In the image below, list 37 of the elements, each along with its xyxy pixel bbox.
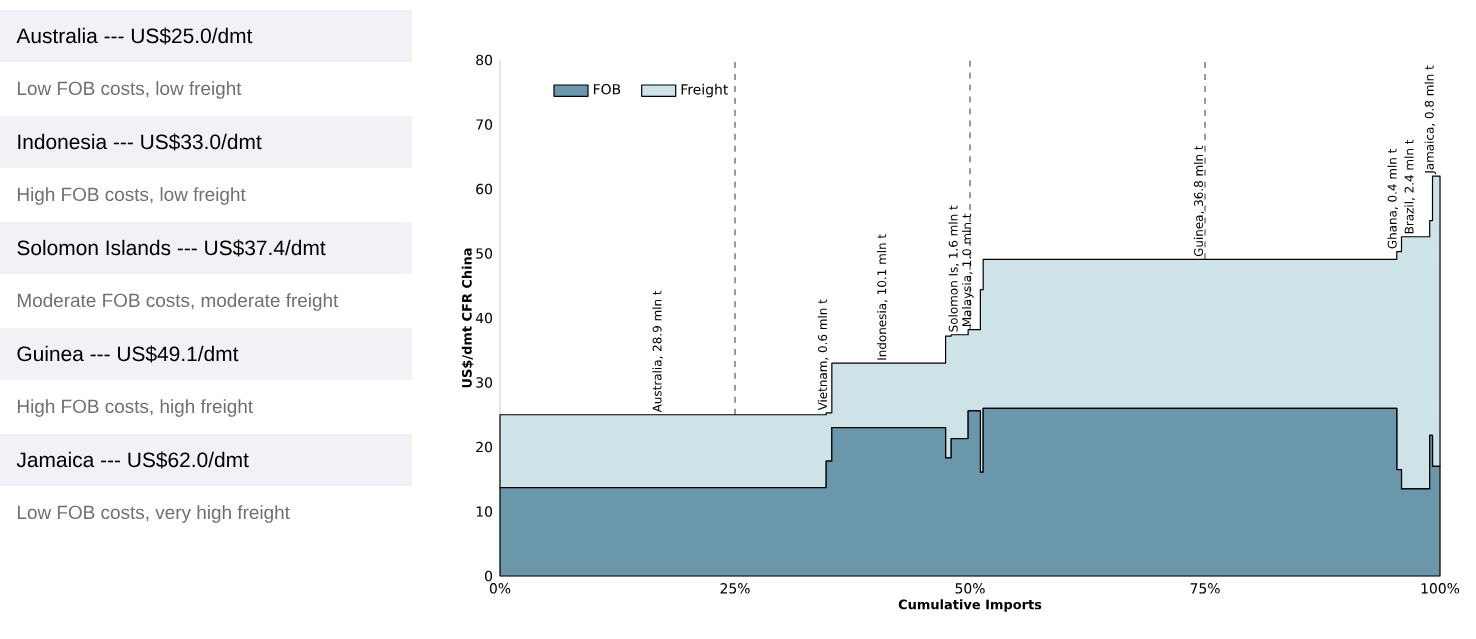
y-tick-label: 10 — [476, 506, 493, 517]
text: Low FOB costs, very high freight — [17, 505, 290, 523]
text: Guinea --- US$49.1/dmt — [17, 345, 239, 363]
y-tick-label: 40 — [475, 312, 493, 324]
x-tick-label: 75% — [1190, 583, 1220, 594]
annotation: Malaysia, 1.0 mln t — [962, 213, 974, 327]
x-tick-label: 100% — [1421, 583, 1460, 594]
y-tick-label: 50 — [476, 248, 493, 259]
annotation: Vietnam, 0.6 mln t — [817, 299, 829, 411]
text: High FOB costs, high freight — [17, 399, 253, 417]
x-tick-label: 0% — [489, 583, 511, 594]
annotation: Guinea, 36.8 mln t — [1193, 145, 1205, 257]
x-axis-title: Cumulative Imports — [898, 599, 1042, 612]
annotation: Jamaica, 0.8 mln t — [1424, 65, 1437, 175]
annotation: Indonesia, 10.1 mln t — [877, 234, 888, 360]
annotation: Ghana, 0.4 mln t — [1387, 148, 1398, 249]
text: Indonesia --- US$33.0/dmt — [18, 133, 262, 151]
annotation: Australia, 28.9 mln t — [652, 290, 663, 413]
text: Moderate FOB costs, moderate freight — [17, 293, 339, 311]
legend-label: Freight — [681, 83, 728, 98]
annotation: Solomon Is, 1.6 mln t — [948, 205, 959, 332]
text: Jamaica --- US$62.0/dmt — [16, 451, 249, 469]
text: Australia --- US$25.0/dmt — [16, 27, 253, 45]
text: Solomon Islands --- US$37.4/dmt — [17, 239, 326, 257]
legend-label: FOB — [593, 83, 621, 95]
y-axis-title: US$/dmt CFR China — [461, 248, 474, 388]
y-tick-label: 30 — [476, 377, 493, 388]
x-tick-label: 50% — [955, 583, 985, 594]
text: High FOB costs, low freight — [17, 187, 246, 205]
text: Low FOB costs, low freight — [17, 81, 242, 99]
y-tick-label: 80 — [476, 54, 493, 66]
y-tick-label: 20 — [476, 441, 493, 453]
annotation: Brazil, 2.4 mln t — [1404, 139, 1415, 234]
y-tick-label: 60 — [476, 183, 493, 195]
x-tick-label: 25% — [720, 583, 750, 594]
y-tick-label: 0 — [485, 570, 493, 582]
y-tick-label: 70 — [476, 119, 493, 130]
